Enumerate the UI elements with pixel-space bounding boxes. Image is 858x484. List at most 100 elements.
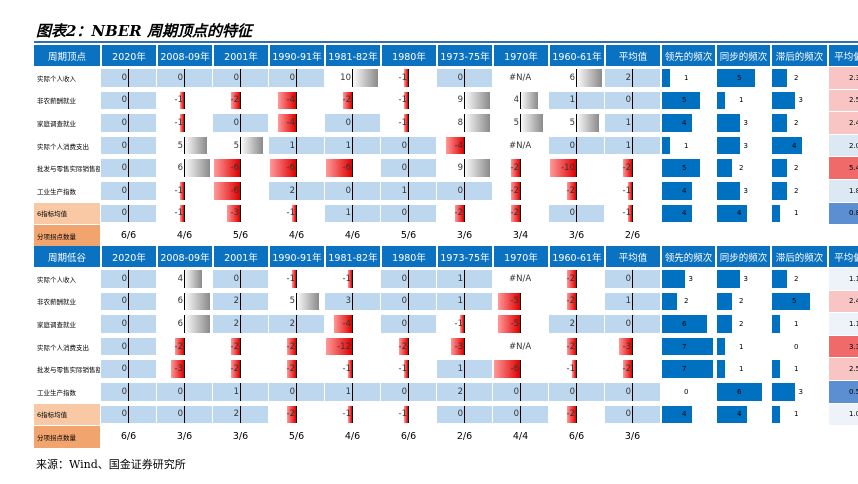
deviation-cell: 2: [269, 313, 324, 335]
deviation-axis: [520, 292, 521, 311]
deviation-axis: [128, 360, 129, 378]
deviation-value: -1: [622, 185, 631, 196]
deviation-value: 0: [121, 364, 127, 375]
frequency-cell: 7: [662, 358, 715, 380]
deviation-bar: [184, 315, 210, 333]
deviation-value: -2: [286, 409, 295, 420]
deviation-axis: [408, 270, 409, 288]
deviation-value: -2: [510, 185, 519, 196]
frequency-bar: [772, 405, 780, 424]
deviation-bar: [403, 405, 408, 424]
frequency-value: 4: [682, 118, 687, 127]
frequency-value: 1: [794, 319, 799, 328]
deviation-axis: [296, 383, 297, 401]
deviation-bar: [403, 114, 408, 132]
frequency-value: 6: [737, 387, 742, 396]
row-label: 实际个人收入: [37, 275, 76, 284]
deviation-value: -1: [454, 318, 463, 329]
deviation-bar: [464, 114, 490, 132]
deviation-cell: 0: [269, 67, 324, 89]
deviation-value: -1: [342, 364, 351, 375]
deviation-axis: [240, 114, 241, 132]
deviation-cell: -2: [213, 358, 268, 380]
deviation-cell: -5: [493, 313, 548, 335]
deviation-axis: [240, 383, 241, 401]
frequency-bar: [717, 383, 762, 401]
deviation-value: 0: [121, 386, 127, 397]
frequency-bar: [662, 159, 700, 177]
deviation-cell: -4: [269, 112, 324, 134]
deviation-cell: 0: [381, 135, 436, 157]
deviation-value: 5: [233, 140, 239, 151]
deviation-cell: 0: [381, 203, 436, 225]
deviation-cell: 1: [437, 291, 492, 313]
turning-point-count: 4/6: [344, 431, 361, 443]
frequency-cell: 4: [662, 203, 715, 225]
deviation-bar: [567, 182, 576, 200]
deviation-axis: [184, 159, 185, 177]
deviation-value: -2: [286, 341, 295, 352]
deviation-bar: [567, 292, 576, 311]
period-header: 1981-82年: [326, 45, 380, 66]
frequency-value: 3: [743, 274, 748, 283]
frequency-bar: [772, 383, 795, 401]
frequency-cell: 2: [772, 180, 827, 202]
deviation-axis: [576, 114, 577, 132]
deviation-bar: [347, 360, 352, 378]
deviation-axis: [296, 114, 297, 132]
deviation-value: -1: [398, 72, 407, 83]
period-header: 2020年: [102, 246, 156, 267]
deviation-cell: 2: [213, 313, 268, 335]
deviation-axis: [632, 270, 633, 288]
average-deviation-cell: 2.0: [829, 134, 858, 157]
frequency-value: 2: [794, 118, 799, 127]
deviation-axis: [184, 91, 185, 110]
deviation-bar: [231, 91, 240, 110]
deviation-axis: [632, 69, 633, 87]
frequency-cell: 3: [772, 381, 827, 403]
deviation-axis: [632, 405, 633, 424]
deviation-cell: 0: [101, 135, 156, 157]
deviation-cell: -6: [493, 358, 548, 380]
deviation-cell: -2: [605, 157, 660, 179]
deviation-cell: -2: [493, 203, 548, 225]
frequency-value: 1: [739, 365, 744, 374]
frequency-bar: [772, 204, 780, 223]
deviation-value: 0: [625, 386, 631, 397]
turning-point-count: 4/6: [288, 230, 305, 242]
deviation-axis: [296, 270, 297, 288]
deviation-cell: 5: [157, 135, 212, 157]
deviation-cell: 0: [101, 203, 156, 225]
deviation-cell: 0: [101, 90, 156, 112]
period-header: 1960-61年: [550, 246, 604, 267]
deviation-axis: [352, 69, 353, 87]
deviation-value: 1: [625, 140, 631, 151]
deviation-bar: [567, 270, 576, 288]
deviation-value: 1: [345, 208, 351, 219]
deviation-axis: [576, 360, 577, 378]
frequency-cell: 1: [772, 203, 827, 225]
frequency-bar: [662, 69, 670, 87]
average-deviation-cell: 3.3: [829, 335, 858, 358]
deviation-cell: -1: [437, 313, 492, 335]
deviation-axis: [576, 405, 577, 424]
deviation-axis: [240, 91, 241, 110]
deviation-axis: [464, 114, 465, 132]
deviation-cell: 0: [101, 180, 156, 202]
frequency-bar: [662, 270, 685, 288]
deviation-cell: -3: [157, 358, 212, 380]
frequency-cell: 1: [717, 336, 770, 358]
deviation-cell: 0: [101, 268, 156, 290]
deviation-value: 0: [401, 208, 407, 219]
frequency-bar: [662, 360, 713, 378]
deviation-cell: 0: [101, 112, 156, 134]
frequency-cell: 5: [662, 90, 715, 112]
turning-point-count: 4/6: [176, 230, 193, 242]
deviation-cell: 0: [213, 67, 268, 89]
deviation-axis: [240, 292, 241, 311]
deviation-value: 9: [457, 95, 463, 106]
deviation-axis: [632, 159, 633, 177]
deviation-bar: [627, 182, 632, 200]
deviation-bar: [291, 270, 296, 288]
deviation-value: 0: [401, 318, 407, 329]
